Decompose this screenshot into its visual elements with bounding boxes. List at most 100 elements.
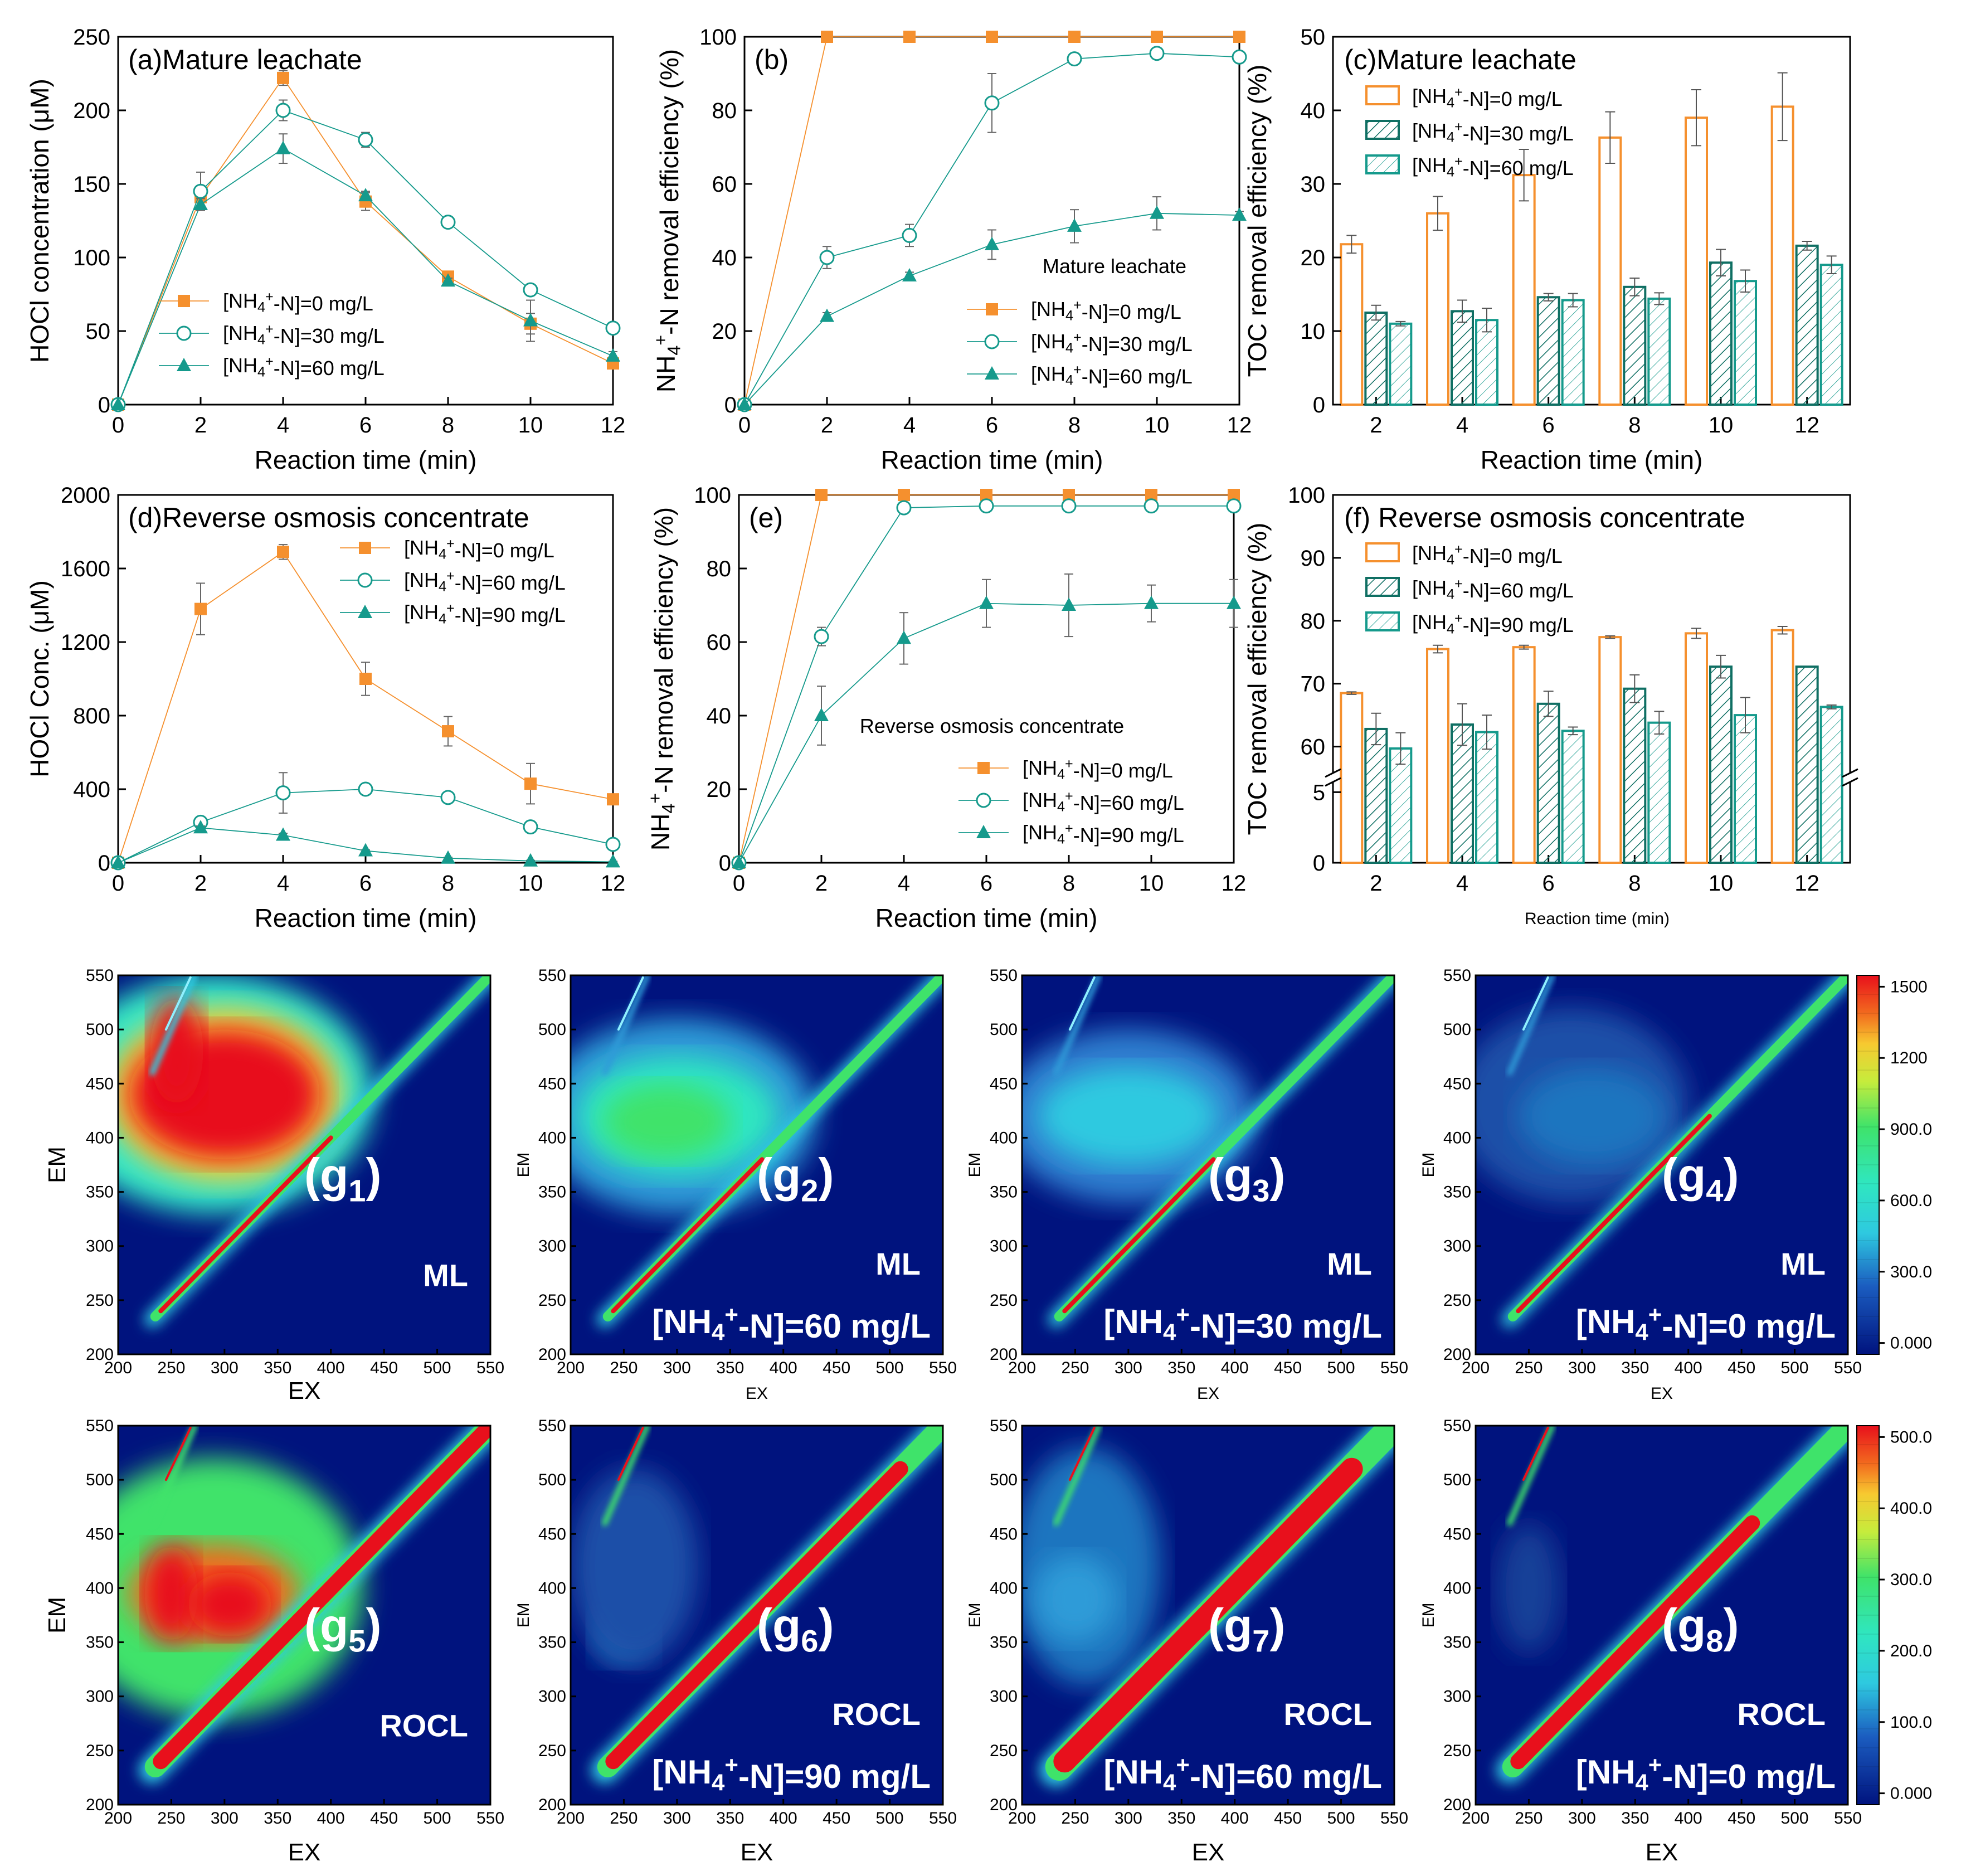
y-tick-label: 0 (1313, 851, 1325, 876)
x-tick-label: 400 (770, 1359, 797, 1377)
y-axis-label: EM (43, 1146, 71, 1183)
data-point (898, 489, 910, 501)
y-tick-label: 250 (86, 1742, 114, 1760)
bar (1770, 629, 1794, 864)
condition-label: [NH4+-N]=30 mg/L (1103, 1301, 1382, 1345)
legend-label: [NH4+-N]=0 mg/L (1031, 298, 1181, 324)
x-tick-label: 10 (1145, 413, 1170, 438)
bar (1389, 322, 1413, 406)
x-tick-label: 500 (1781, 1809, 1809, 1828)
data-point (896, 500, 912, 516)
data-point (605, 837, 621, 852)
legend-label: [NH4+-N]=0 mg/L (223, 289, 373, 315)
y-tick-label: 500 (86, 1020, 114, 1039)
y-axis-label: EM (966, 1603, 984, 1628)
x-tick-label: 550 (476, 1359, 504, 1377)
data-point (814, 708, 829, 721)
data-point (441, 850, 455, 864)
y-tick-label: 100 (73, 246, 110, 270)
x-tick-label: 10 (518, 413, 543, 438)
legend-marker (358, 605, 372, 618)
y-tick-label: 20 (712, 319, 737, 344)
bar (1709, 665, 1733, 864)
x-tick-label: 10 (1709, 871, 1734, 896)
x-tick-label: 300 (211, 1809, 239, 1828)
y-tick-label: 250 (1443, 1291, 1471, 1310)
bar (1819, 706, 1843, 864)
y-axis-label: TOC removal efficiency (%) (1243, 523, 1272, 835)
x-tick-label: 500 (1327, 1359, 1355, 1377)
x-tick-label: 2 (194, 413, 207, 438)
data-point (442, 725, 454, 738)
y-tick-label: 550 (538, 966, 566, 985)
condition-label: [NH4+-N]=90 mg/L (652, 1752, 931, 1796)
y-tick-label: 40 (1301, 99, 1326, 123)
eem-map (1022, 975, 1394, 1354)
scatter-band-2nd (149, 1426, 198, 1526)
x-tick-label: 250 (610, 1359, 638, 1377)
x-tick-label: 450 (1274, 1809, 1302, 1828)
legend-swatch (1365, 154, 1400, 174)
y-tick-label: 450 (538, 1075, 566, 1093)
data-point (897, 630, 911, 644)
bar (1536, 702, 1560, 864)
bar (1426, 648, 1449, 864)
y-tick-label: 250 (86, 1291, 114, 1310)
y-tick-label: 400 (990, 1579, 1018, 1597)
y-tick-label: 0 (719, 851, 731, 876)
panel-title: (f) Reverse osmosis concentrate (1344, 502, 1745, 533)
condition-label: [NH4+-N]=0 mg/L (1576, 1752, 1836, 1796)
colorbar-label: 900.0 (1890, 1120, 1932, 1139)
y-tick-label: 350 (1443, 1634, 1471, 1652)
y-tick-label: 200 (86, 1796, 114, 1814)
data-point (1143, 498, 1159, 514)
data-point (111, 397, 125, 410)
y-tick-label: 200 (538, 1345, 566, 1364)
legend-marker (977, 762, 990, 774)
colorbar-label: 500.0 (1890, 1428, 1932, 1446)
x-tick-label: 4 (903, 413, 916, 438)
x-tick-label: 400 (1221, 1359, 1249, 1377)
data-point (1151, 31, 1163, 43)
bar (1475, 319, 1498, 406)
data-point (902, 268, 917, 281)
chart-b: 0 2 4 6 8 10 12 0 20 40 60 80 100 Reaction time (min)… (651, 25, 1252, 474)
colorbar-gradient (1856, 975, 1880, 1355)
data-point (358, 781, 373, 797)
sample-label: ROCL (1283, 1697, 1372, 1732)
y-tick-label: 500 (538, 1020, 566, 1039)
x-tick-label: 2 (194, 871, 207, 896)
data-point (980, 489, 992, 501)
y-tick-label: 0 (98, 851, 110, 876)
x-axis-label: EX (1197, 1384, 1219, 1403)
bar (1451, 310, 1474, 406)
x-tick-label: 450 (1728, 1359, 1755, 1377)
data-point (984, 95, 1000, 111)
y-axis-label: EM (966, 1153, 984, 1178)
panel-label: (g3) (1208, 1149, 1285, 1208)
x-tick-label: 500 (424, 1359, 451, 1377)
x-axis-label: Reaction time (min) (255, 903, 477, 932)
data-point (1228, 489, 1240, 501)
y-tick-label: 90 (1301, 546, 1326, 571)
x-tick-label: 250 (1515, 1359, 1542, 1377)
sample-label: ROCL (832, 1697, 921, 1732)
y-tick-label: 550 (1443, 966, 1471, 985)
legend-marker (178, 295, 190, 307)
x-tick-label: 400 (317, 1359, 345, 1377)
data-point (819, 250, 835, 265)
data-point (814, 629, 829, 644)
y-axis-label: EM (43, 1597, 71, 1634)
panel-label: (g4) (1662, 1149, 1739, 1208)
colorbar-label: 300.0 (1890, 1571, 1932, 1589)
x-axis-label: EX (1646, 1839, 1678, 1866)
panel-label: (g1) (304, 1149, 381, 1208)
legend-marker (177, 358, 191, 371)
x-tick-label: 10 (518, 871, 543, 896)
legend-label: [NH4+-N]=0 mg/L (1412, 85, 1563, 111)
data-point (1226, 498, 1242, 514)
